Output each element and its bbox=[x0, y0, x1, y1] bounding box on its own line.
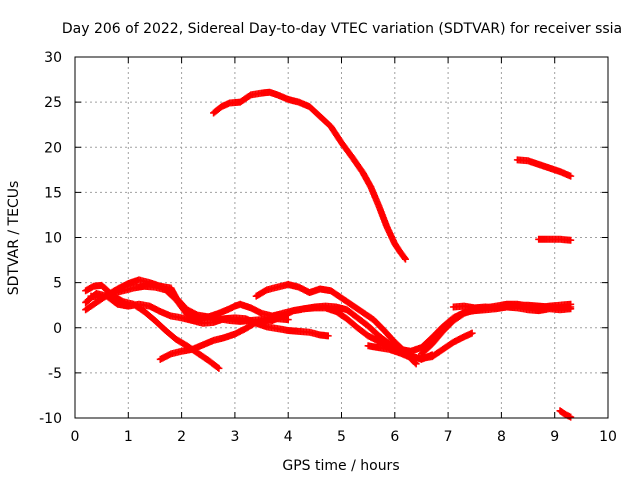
data-point bbox=[567, 172, 575, 180]
y-tick-label: -5 bbox=[48, 366, 62, 382]
data-point bbox=[324, 332, 332, 340]
data-point bbox=[214, 363, 222, 371]
y-tick-label: 5 bbox=[53, 276, 62, 292]
x-axis-label: GPS time / hours bbox=[282, 458, 399, 474]
y-axis-label: SDTVAR / TECUs bbox=[6, 181, 22, 296]
data-point bbox=[567, 413, 575, 421]
y-tick-label: 15 bbox=[44, 185, 62, 201]
y-tick-label: 30 bbox=[44, 50, 62, 66]
x-tick-label: 5 bbox=[337, 429, 346, 445]
series-arc-2 bbox=[513, 156, 575, 180]
data-point bbox=[284, 316, 292, 324]
series-arc-3 bbox=[535, 235, 575, 244]
plot-frame bbox=[74, 56, 609, 419]
x-tick-label: 9 bbox=[550, 429, 559, 445]
y-tick-label: 10 bbox=[44, 231, 62, 247]
x-tick-label: 6 bbox=[390, 429, 399, 445]
x-tick-label: 1 bbox=[124, 429, 133, 445]
series-arc-11 bbox=[364, 329, 476, 362]
grid bbox=[75, 57, 608, 418]
data-point bbox=[215, 364, 223, 372]
series-arc-6 bbox=[82, 281, 223, 372]
plot-area bbox=[82, 88, 575, 421]
y-tick-label: 0 bbox=[53, 321, 62, 337]
series-arc-13 bbox=[449, 302, 575, 315]
x-tick-label: 2 bbox=[177, 429, 186, 445]
data-point bbox=[567, 305, 575, 313]
data-point bbox=[468, 329, 476, 337]
chart-title: Day 206 of 2022, Sidereal Day-to-day VTE… bbox=[62, 21, 622, 37]
x-tick-label: 10 bbox=[599, 429, 617, 445]
series-arc-1 bbox=[210, 88, 409, 263]
x-tick-label: 7 bbox=[444, 429, 453, 445]
x-tick-label: 0 bbox=[71, 429, 80, 445]
y-tick-label: -10 bbox=[39, 411, 62, 427]
data-point bbox=[567, 236, 575, 244]
axis-ticks: 0 1 2 3 4 5 6 7 8 9 10 -10 -5 0 5 10 15 20 25 30 bbox=[39, 50, 617, 445]
x-tick-label: 3 bbox=[230, 429, 239, 445]
data-point bbox=[401, 255, 409, 263]
x-tick-label: 4 bbox=[284, 429, 293, 445]
y-tick-label: 25 bbox=[44, 95, 62, 111]
y-tick-label: 20 bbox=[44, 140, 62, 156]
data-point bbox=[401, 254, 409, 262]
x-tick-label: 8 bbox=[497, 429, 506, 445]
series-arc-10 bbox=[156, 315, 292, 363]
series-arc-4 bbox=[556, 407, 575, 421]
